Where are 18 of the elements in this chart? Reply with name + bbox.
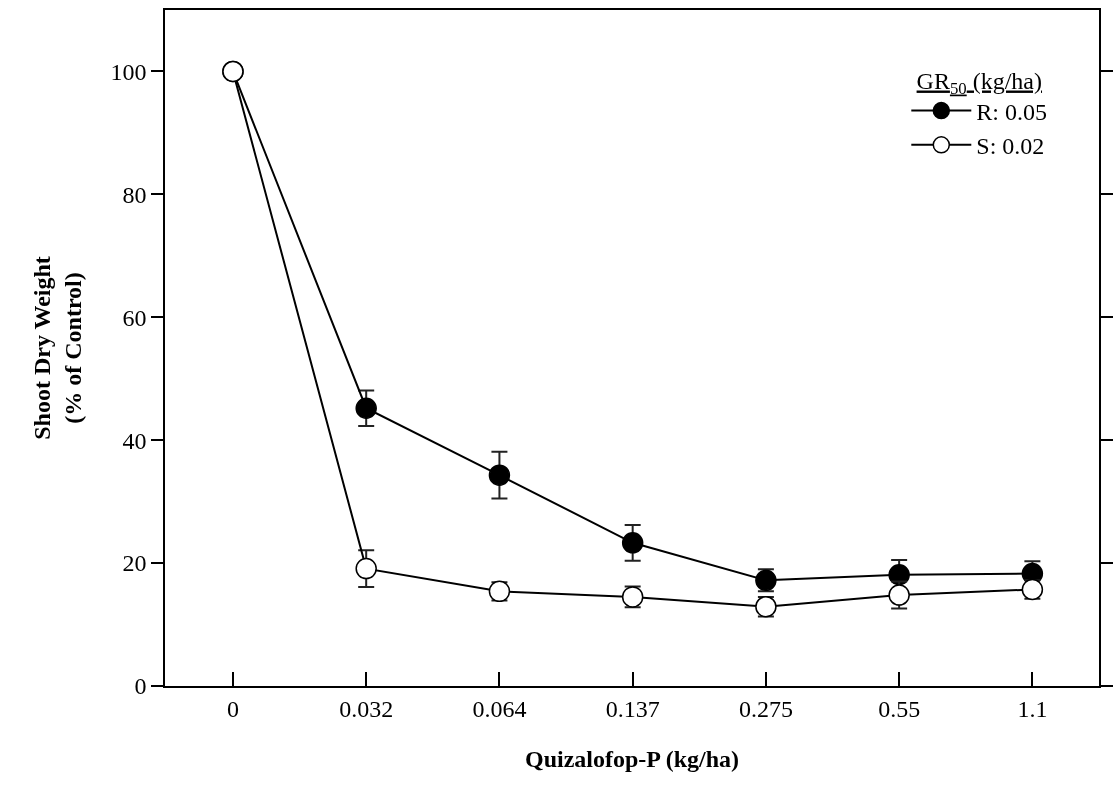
x-tick-label: 0.137 [605, 695, 660, 722]
y-tick-label: 40 [122, 427, 147, 454]
y-tick-label: 60 [122, 304, 147, 331]
y-tick-label: 20 [122, 550, 147, 577]
y-axis-title: Shoot Dry Weight (% of Control) [28, 256, 87, 440]
x-tick-label: 0.064 [472, 695, 527, 722]
x-tick-label: 0.55 [878, 695, 921, 722]
y-tick-label: 80 [122, 181, 147, 208]
x-tick-label: 0.275 [738, 695, 793, 722]
x-tick-label: 0 [226, 695, 239, 722]
y-tick-label: 100 [110, 58, 147, 85]
x-axis-title: Quizalofop-P (kg/ha) [524, 746, 740, 773]
x-tick-label: 1.1 [1017, 695, 1048, 722]
y-tick-label: 0 [134, 673, 147, 700]
x-tick-label: 0.032 [339, 695, 394, 722]
legend-label: R: 0.05 [976, 98, 1047, 125]
legend-title: GR$_{50}$ (kg/ha) [916, 67, 1043, 98]
legend-label: S: 0.02 [976, 133, 1045, 160]
